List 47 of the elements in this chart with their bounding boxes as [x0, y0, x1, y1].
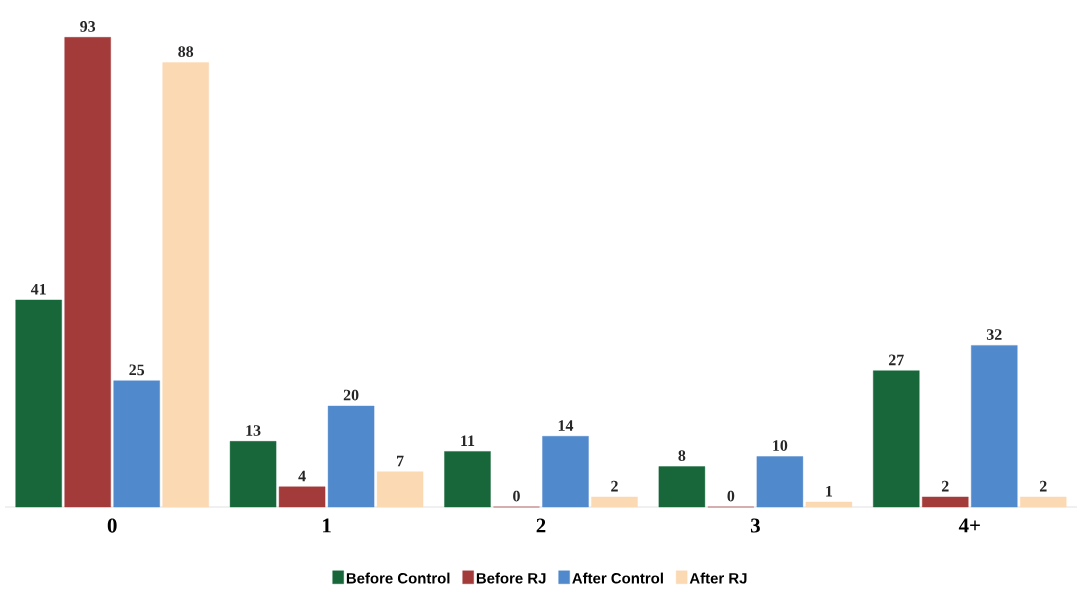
- bar: [229, 441, 277, 508]
- data-label: 11: [461, 435, 475, 446]
- bar: [327, 405, 375, 508]
- data-label: 13: [246, 425, 261, 436]
- x-tick-label: 2: [536, 518, 546, 533]
- bar: [756, 456, 804, 508]
- data-label: 20: [343, 389, 359, 401]
- data-label: 2: [611, 480, 618, 492]
- data-label: 41: [30, 283, 46, 295]
- bar: [64, 37, 111, 508]
- data-label: 27: [888, 354, 904, 366]
- data-label: 4: [298, 470, 306, 482]
- legend-label: Before RJ: [476, 572, 546, 584]
- x-tick-label: 4+: [958, 518, 980, 533]
- bar: [971, 345, 1018, 508]
- data-label: 7: [397, 455, 404, 467]
- data-label: 1: [826, 485, 833, 497]
- bar: [805, 501, 853, 508]
- data-label: 32: [986, 329, 1002, 340]
- bar: [591, 496, 638, 508]
- bar: [922, 496, 969, 508]
- data-label: 25: [129, 364, 145, 376]
- bar: [1020, 496, 1067, 508]
- legend-label: After RJ: [689, 572, 747, 584]
- bar: [873, 370, 920, 508]
- data-label: 2: [941, 480, 949, 492]
- data-label: 0: [513, 490, 520, 502]
- bar: [444, 451, 491, 508]
- data-label: 14: [558, 420, 574, 431]
- bar: [658, 466, 706, 508]
- bar: [278, 486, 326, 508]
- x-tick-label: 0: [107, 518, 117, 533]
- bar: [542, 436, 589, 508]
- data-label: 8: [678, 450, 686, 462]
- bar: [113, 380, 160, 508]
- bar: [376, 471, 424, 508]
- data-label: 0: [727, 490, 735, 502]
- bar: [15, 299, 62, 508]
- data-label: 88: [178, 46, 194, 58]
- legend-label: After Control: [572, 572, 663, 584]
- legend-label: Before Control: [346, 572, 450, 584]
- data-label: 2: [1039, 480, 1047, 492]
- data-label: 93: [80, 21, 96, 32]
- x-tick-label: 1: [323, 518, 331, 533]
- x-tick-label: 3: [750, 518, 760, 533]
- data-label: 10: [773, 440, 788, 451]
- bar: [162, 62, 209, 508]
